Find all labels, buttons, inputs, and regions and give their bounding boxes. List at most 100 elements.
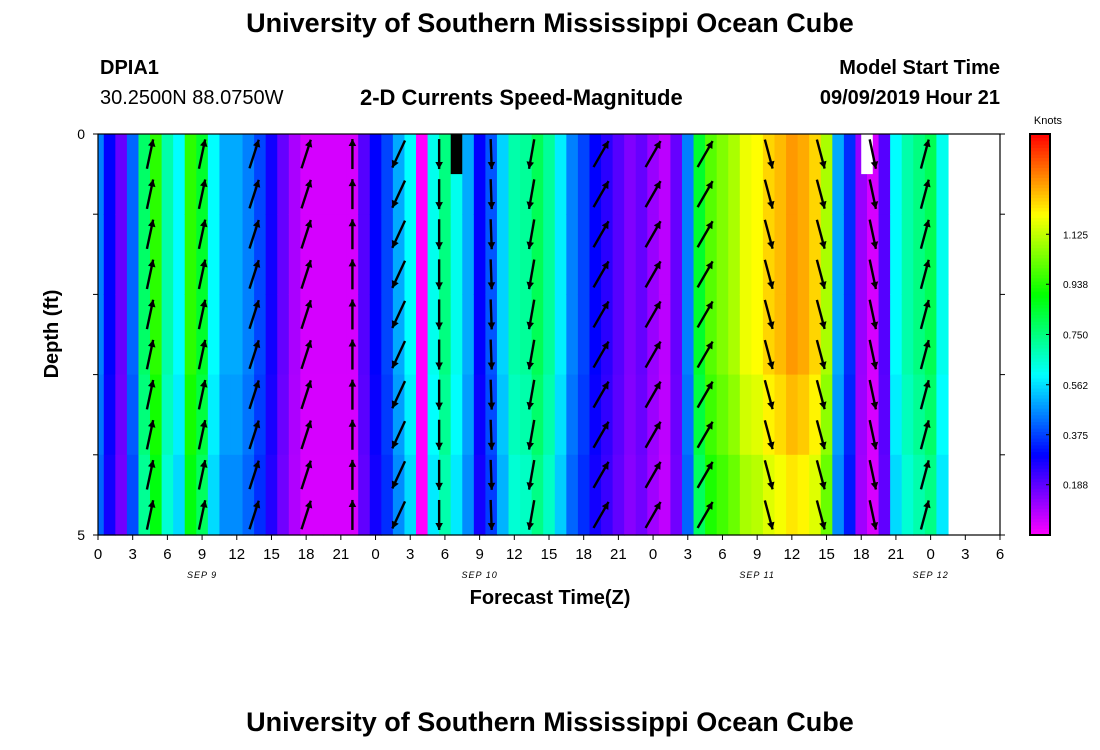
heatmap-cell [635, 214, 648, 295]
heatmap-cell [138, 374, 151, 456]
vector-head [391, 360, 399, 369]
colorbar-segment [1030, 294, 1050, 299]
colorbar-segment [1030, 331, 1050, 336]
colorbar-segment [1030, 454, 1050, 459]
heatmap-cell [936, 214, 949, 295]
heatmap-cell [693, 374, 706, 456]
current-vector [526, 179, 536, 210]
current-vector [391, 340, 407, 369]
vector-head [653, 341, 661, 350]
current-vector [348, 379, 357, 410]
heatmap-cell [427, 214, 440, 295]
colorbar-segment [1030, 307, 1050, 312]
heatmap-cell [658, 214, 672, 295]
heatmap-cell [936, 454, 949, 536]
colorbar-segment [1030, 284, 1050, 289]
vector-head [391, 239, 399, 248]
heatmap-cell [173, 454, 186, 536]
colorbar-segment [1030, 240, 1050, 245]
heatmap-cell [716, 454, 729, 536]
heatmap-cell [439, 134, 452, 215]
heatmap-cell [288, 214, 301, 295]
heatmap-cell [485, 454, 498, 536]
current-vector [696, 381, 714, 409]
heatmap-cell [98, 134, 105, 215]
heatmap-cell [427, 454, 440, 536]
vector-head [819, 160, 827, 169]
heatmap-cell [219, 454, 232, 536]
heatmap-cell [681, 214, 695, 295]
heatmap-cell [762, 214, 776, 295]
colorbar-segment [1030, 394, 1050, 399]
current-vector [391, 460, 407, 489]
current-vector [435, 219, 443, 250]
page-title: University of Southern Mississippi Ocean… [246, 8, 854, 38]
vector-head [391, 159, 399, 168]
x-tick-label: 12 [228, 546, 245, 563]
heatmap-cell [878, 454, 891, 536]
current-vector [487, 259, 496, 290]
heatmap-cell [138, 134, 151, 215]
current-vector [815, 179, 827, 209]
current-vector [348, 339, 357, 370]
colorbar-segment [1030, 334, 1050, 339]
vector-head [391, 480, 399, 489]
colorbar-segment [1030, 364, 1050, 369]
vector-head [147, 420, 156, 428]
heatmap-cell [774, 374, 787, 456]
heatmap-cell [439, 294, 452, 376]
current-vector [919, 379, 931, 410]
vector-head [870, 401, 879, 410]
heatmap-cell [462, 374, 475, 456]
vector-head [526, 361, 535, 370]
current-vector [197, 219, 208, 250]
vector-head [305, 179, 313, 188]
vector-head [435, 482, 443, 490]
vector-head [819, 481, 827, 490]
missing-data-cell [450, 134, 463, 175]
heatmap-cell [161, 214, 174, 295]
vector-head [200, 299, 208, 308]
current-vector [197, 339, 208, 370]
heatmap-cell [786, 294, 799, 376]
heatmap-cell [450, 214, 463, 295]
current-vector [300, 500, 313, 530]
current-vector [592, 340, 610, 369]
heatmap-cell [381, 454, 394, 536]
colorbar-segment [1030, 194, 1050, 199]
colorbar-segment [1030, 377, 1050, 382]
heatmap-cell [242, 214, 255, 295]
colorbar-segment [1030, 291, 1050, 295]
vector-head [819, 521, 827, 530]
colorbar-segment [1030, 317, 1050, 322]
colorbar-segment [1030, 351, 1050, 356]
colorbar: 1.125 0.938 0.750 0.562 0.375 0.188 [1029, 133, 1088, 536]
x-tick-label: 6 [996, 546, 1004, 563]
heatmap-cell [265, 454, 278, 536]
x-date-label: SEP 12 [913, 570, 949, 580]
colorbar-segment [1030, 327, 1050, 332]
vector-head [870, 521, 879, 530]
heatmap-cell [612, 294, 625, 376]
vector-head [923, 380, 931, 388]
heatmap-cell [381, 294, 394, 376]
colorbar-segment [1030, 150, 1050, 155]
heatmap-cell [543, 134, 556, 215]
colorbar-segment [1030, 354, 1050, 359]
colorbar-segment [1030, 518, 1050, 523]
vector-head [601, 501, 609, 510]
current-vector [868, 419, 879, 450]
heatmap-cell [496, 214, 510, 295]
current-vector [248, 139, 261, 169]
heatmap-cell [346, 214, 359, 295]
vector-head [147, 339, 156, 348]
heatmap-cell [647, 134, 660, 215]
vector-head [305, 260, 313, 268]
current-vector [763, 259, 775, 290]
vector-head [819, 200, 827, 209]
current-vector [391, 420, 407, 449]
heatmap-cell [103, 294, 116, 376]
current-vector [391, 300, 407, 329]
vector-head [653, 381, 661, 390]
